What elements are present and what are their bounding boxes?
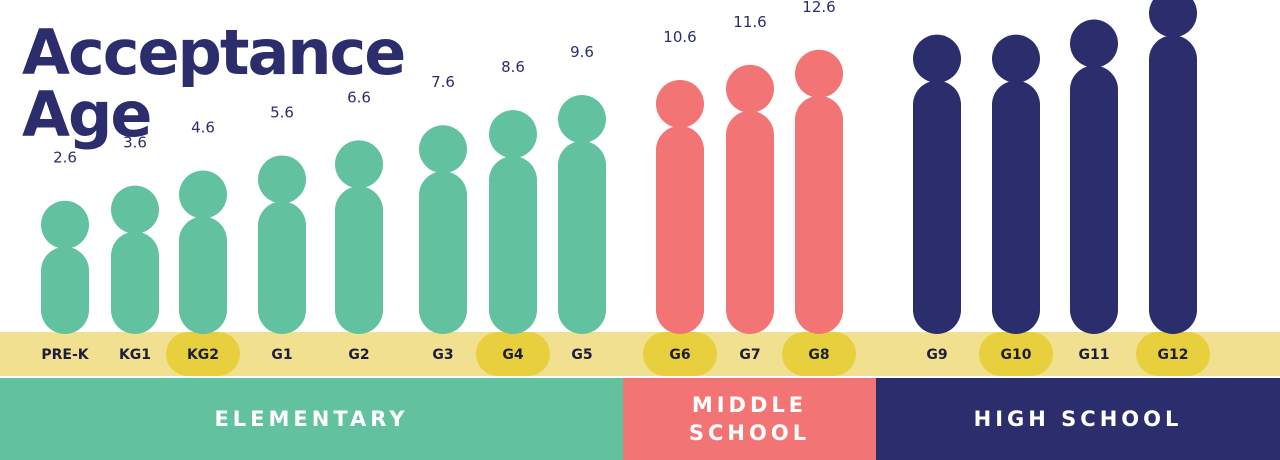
bar-body-pre-k <box>41 246 89 334</box>
title-line-2: Age <box>22 78 152 151</box>
bar-body-g5 <box>558 141 606 334</box>
grade-pill-g12 <box>1136 332 1210 376</box>
section-elementary-label-1: ELEMENTARY <box>214 407 409 431</box>
bar-head-pre-k <box>41 200 89 249</box>
bar-head-g8 <box>795 49 843 98</box>
grade-label-g3: G3 <box>432 347 453 363</box>
grade-pill-g8 <box>782 332 856 376</box>
grade-label-pre-k: PRE-K <box>41 347 89 363</box>
data-label-kg2: 4.6 <box>191 119 215 137</box>
grade-label-g2: G2 <box>348 347 369 363</box>
bar-body-g7 <box>726 110 774 334</box>
bar-head-kg1 <box>111 185 159 234</box>
bar-head-kg2 <box>179 170 227 219</box>
bar-body-g12 <box>1149 35 1197 335</box>
acceptance-age-chart: 2.6 PRE-K 3.6 KG1 4.6 KG2 5.6 G1 6.6 G2 7.6 G3 8.6 G4… <box>0 0 1280 376</box>
grade-label-g10: G10 <box>1001 347 1032 363</box>
bar-body-g8 <box>795 95 843 335</box>
data-label-g1: 5.6 <box>270 103 294 121</box>
bar-head-g5 <box>558 95 606 144</box>
data-label-g8: 12.6 <box>802 0 835 16</box>
grade-label-g11: G11 <box>1079 347 1110 363</box>
grade-label-g9: G9 <box>926 347 947 363</box>
bar-head-g6 <box>656 79 704 128</box>
bar-body-g6 <box>656 125 704 334</box>
bar-body-g3 <box>419 171 467 334</box>
grade-pill-g6 <box>643 332 717 376</box>
bar-head-g10 <box>992 34 1040 83</box>
grade-label-g8: G8 <box>808 347 829 363</box>
grade-label-g4: G4 <box>502 347 523 363</box>
bar-head-g11 <box>1070 19 1118 68</box>
data-label-g5: 9.6 <box>570 43 594 61</box>
data-label-g2: 6.6 <box>347 88 371 106</box>
bar-body-g11 <box>1070 65 1118 334</box>
data-label-g6: 10.6 <box>663 28 696 46</box>
data-label-pre-k: 2.6 <box>53 149 77 167</box>
bar-body-kg1 <box>111 231 159 334</box>
grade-label-g12: G12 <box>1158 347 1189 363</box>
grade-pill-kg2 <box>166 332 240 376</box>
bar-head-g9 <box>913 34 961 83</box>
grade-label-kg2: KG2 <box>187 347 219 363</box>
data-label-kg1: 3.6 <box>123 134 147 152</box>
grade-pill-g4 <box>476 332 550 376</box>
grade-pill-g10 <box>979 332 1053 376</box>
bar-body-g10 <box>992 80 1040 334</box>
bar-head-g2 <box>335 140 383 189</box>
section-middle-label-1: MIDDLE <box>691 393 808 417</box>
bar-body-g9 <box>913 80 961 334</box>
title-line-1: Acceptance <box>22 16 406 89</box>
section-middle-label-2: SCHOOL <box>688 421 811 445</box>
data-label-g4: 8.6 <box>501 58 525 76</box>
bar-body-g1 <box>258 201 306 334</box>
section-high: HIGH SCHOOL <box>876 378 1280 460</box>
grade-label-kg1: KG1 <box>119 347 151 363</box>
bar-body-kg2 <box>179 216 227 334</box>
section-high-label-1: HIGH SCHOOL <box>973 407 1183 431</box>
grade-label-g5: G5 <box>571 347 592 363</box>
data-label-g7: 11.6 <box>733 13 766 31</box>
bar-body-g2 <box>335 186 383 334</box>
chart-title: Acceptance Age <box>22 16 406 151</box>
bar-head-g12 <box>1149 0 1197 38</box>
bar-head-g4 <box>489 110 537 159</box>
grade-label-g7: G7 <box>739 347 760 363</box>
section-middle: MIDDLE SCHOOL <box>623 378 876 460</box>
data-label-g10: 13.6 <box>999 0 1032 1</box>
bar-head-g3 <box>419 125 467 174</box>
grade-label-g6: G6 <box>669 347 690 363</box>
bar-body-g4 <box>489 156 537 334</box>
data-label-g3: 7.6 <box>431 73 455 91</box>
bar-head-g1 <box>258 155 306 204</box>
section-elementary: ELEMENTARY <box>0 378 623 460</box>
grade-label-g1: G1 <box>271 347 292 363</box>
bar-head-g7 <box>726 64 774 113</box>
